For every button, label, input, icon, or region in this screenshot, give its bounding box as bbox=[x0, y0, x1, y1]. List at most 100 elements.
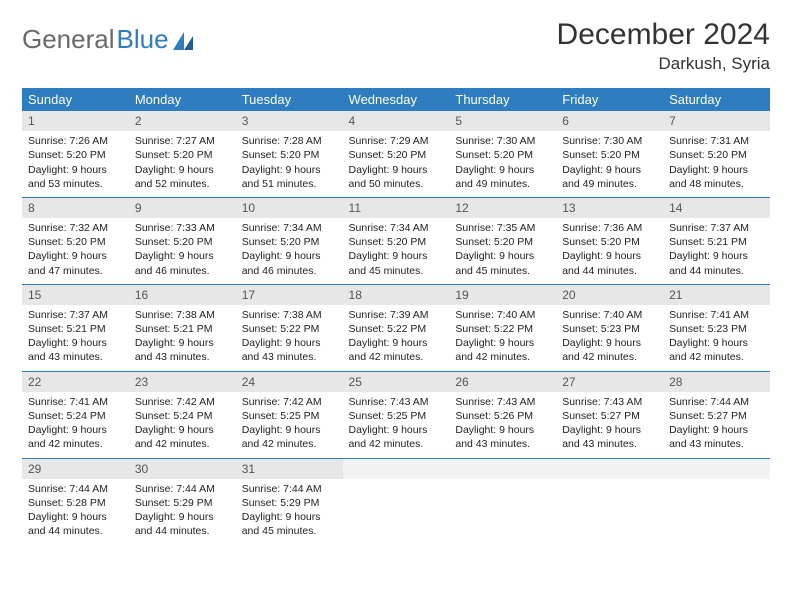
sunset-label: Sunset: bbox=[135, 410, 171, 422]
sunrise-label: Sunrise: bbox=[242, 396, 281, 408]
day-number: 18 bbox=[343, 285, 450, 305]
daylight-line: Daylight: 9 hours and 42 minutes. bbox=[349, 423, 444, 451]
sunset-line: Sunset: 5:27 PM bbox=[669, 409, 764, 423]
sunrise-label: Sunrise: bbox=[562, 309, 601, 321]
day-body: Sunrise: 7:34 AMSunset: 5:20 PMDaylight:… bbox=[343, 218, 450, 284]
calendar-cell: 9Sunrise: 7:33 AMSunset: 5:20 PMDaylight… bbox=[129, 197, 236, 284]
daylight-label: Daylight: bbox=[135, 511, 176, 523]
calendar-row: 29Sunrise: 7:44 AMSunset: 5:28 PMDayligh… bbox=[22, 458, 770, 544]
sunset-value: 5:28 PM bbox=[67, 497, 106, 509]
day-number: 5 bbox=[449, 111, 556, 131]
sunset-line: Sunset: 5:22 PM bbox=[349, 322, 444, 336]
sunset-label: Sunset: bbox=[28, 497, 64, 509]
daylight-label: Daylight: bbox=[242, 164, 283, 176]
sunrise-value: 7:41 AM bbox=[711, 309, 750, 321]
sunrise-line: Sunrise: 7:31 AM bbox=[669, 134, 764, 148]
day-number: 30 bbox=[129, 459, 236, 479]
sunset-value: 5:21 PM bbox=[173, 323, 212, 335]
sunrise-line: Sunrise: 7:34 AM bbox=[242, 221, 337, 235]
daylight-line: Daylight: 9 hours and 44 minutes. bbox=[28, 510, 123, 538]
sunset-label: Sunset: bbox=[562, 410, 598, 422]
sunset-label: Sunset: bbox=[242, 410, 278, 422]
sunset-label: Sunset: bbox=[455, 236, 491, 248]
day-body: Sunrise: 7:38 AMSunset: 5:21 PMDaylight:… bbox=[129, 305, 236, 371]
location-label: Darkush, Syria bbox=[557, 54, 770, 74]
day-body: Sunrise: 7:40 AMSunset: 5:22 PMDaylight:… bbox=[449, 305, 556, 371]
sunrise-value: 7:29 AM bbox=[390, 135, 429, 147]
day-body-empty bbox=[343, 479, 450, 529]
sunrise-value: 7:43 AM bbox=[604, 396, 643, 408]
day-number: 26 bbox=[449, 372, 556, 392]
sunset-value: 5:23 PM bbox=[601, 323, 640, 335]
calendar-cell: 24Sunrise: 7:42 AMSunset: 5:25 PMDayligh… bbox=[236, 371, 343, 458]
sunrise-line: Sunrise: 7:43 AM bbox=[349, 395, 444, 409]
sunrise-value: 7:40 AM bbox=[497, 309, 536, 321]
daylight-line: Daylight: 9 hours and 42 minutes. bbox=[28, 423, 123, 451]
day-body: Sunrise: 7:31 AMSunset: 5:20 PMDaylight:… bbox=[663, 131, 770, 197]
day-number: 2 bbox=[129, 111, 236, 131]
daylight-line: Daylight: 9 hours and 43 minutes. bbox=[135, 336, 230, 364]
sunrise-line: Sunrise: 7:37 AM bbox=[28, 308, 123, 322]
sunset-value: 5:20 PM bbox=[280, 149, 319, 161]
sunrise-line: Sunrise: 7:30 AM bbox=[455, 134, 550, 148]
sunrise-value: 7:36 AM bbox=[604, 222, 643, 234]
daylight-line: Daylight: 9 hours and 42 minutes. bbox=[349, 336, 444, 364]
day-body-empty bbox=[449, 479, 556, 529]
sunset-line: Sunset: 5:29 PM bbox=[135, 496, 230, 510]
daylight-label: Daylight: bbox=[28, 424, 69, 436]
sunset-value: 5:20 PM bbox=[494, 149, 533, 161]
calendar-cell: 29Sunrise: 7:44 AMSunset: 5:28 PMDayligh… bbox=[22, 458, 129, 544]
sunrise-line: Sunrise: 7:42 AM bbox=[242, 395, 337, 409]
daylight-line: Daylight: 9 hours and 43 minutes. bbox=[455, 423, 550, 451]
sunset-line: Sunset: 5:22 PM bbox=[242, 322, 337, 336]
sunset-value: 5:23 PM bbox=[708, 323, 747, 335]
day-body: Sunrise: 7:41 AMSunset: 5:23 PMDaylight:… bbox=[663, 305, 770, 371]
sunrise-value: 7:28 AM bbox=[283, 135, 322, 147]
sunrise-value: 7:34 AM bbox=[283, 222, 322, 234]
daylight-line: Daylight: 9 hours and 46 minutes. bbox=[242, 249, 337, 277]
sunrise-value: 7:30 AM bbox=[604, 135, 643, 147]
sunrise-line: Sunrise: 7:41 AM bbox=[669, 308, 764, 322]
sunset-value: 5:24 PM bbox=[67, 410, 106, 422]
calendar-cell: 10Sunrise: 7:34 AMSunset: 5:20 PMDayligh… bbox=[236, 197, 343, 284]
sunset-label: Sunset: bbox=[242, 323, 278, 335]
sunrise-label: Sunrise: bbox=[28, 309, 67, 321]
calendar-cell: 7Sunrise: 7:31 AMSunset: 5:20 PMDaylight… bbox=[663, 111, 770, 197]
day-number: 6 bbox=[556, 111, 663, 131]
day-body: Sunrise: 7:30 AMSunset: 5:20 PMDaylight:… bbox=[449, 131, 556, 197]
calendar-cell: 28Sunrise: 7:44 AMSunset: 5:27 PMDayligh… bbox=[663, 371, 770, 458]
weekday-header: Saturday bbox=[663, 88, 770, 111]
sunrise-label: Sunrise: bbox=[562, 222, 601, 234]
sunrise-line: Sunrise: 7:44 AM bbox=[242, 482, 337, 496]
day-number: 24 bbox=[236, 372, 343, 392]
calendar-row: 22Sunrise: 7:41 AMSunset: 5:24 PMDayligh… bbox=[22, 371, 770, 458]
sunset-label: Sunset: bbox=[562, 236, 598, 248]
sunrise-label: Sunrise: bbox=[669, 309, 708, 321]
sunset-value: 5:22 PM bbox=[494, 323, 533, 335]
calendar-cell bbox=[663, 458, 770, 544]
daylight-line: Daylight: 9 hours and 42 minutes. bbox=[562, 336, 657, 364]
sunset-label: Sunset: bbox=[28, 149, 64, 161]
sunset-value: 5:20 PM bbox=[173, 236, 212, 248]
day-number: 31 bbox=[236, 459, 343, 479]
day-body: Sunrise: 7:44 AMSunset: 5:29 PMDaylight:… bbox=[236, 479, 343, 545]
sunset-line: Sunset: 5:20 PM bbox=[28, 235, 123, 249]
sunrise-value: 7:43 AM bbox=[497, 396, 536, 408]
daylight-label: Daylight: bbox=[562, 424, 603, 436]
sunrise-line: Sunrise: 7:40 AM bbox=[455, 308, 550, 322]
day-body: Sunrise: 7:34 AMSunset: 5:20 PMDaylight:… bbox=[236, 218, 343, 284]
sunset-value: 5:27 PM bbox=[708, 410, 747, 422]
sunrise-value: 7:44 AM bbox=[283, 483, 322, 495]
sunrise-line: Sunrise: 7:39 AM bbox=[349, 308, 444, 322]
sunset-line: Sunset: 5:20 PM bbox=[562, 235, 657, 249]
sunset-line: Sunset: 5:20 PM bbox=[455, 235, 550, 249]
daylight-label: Daylight: bbox=[242, 250, 283, 262]
day-body: Sunrise: 7:41 AMSunset: 5:24 PMDaylight:… bbox=[22, 392, 129, 458]
sunrise-line: Sunrise: 7:37 AM bbox=[669, 221, 764, 235]
sunset-label: Sunset: bbox=[242, 497, 278, 509]
sunset-line: Sunset: 5:20 PM bbox=[135, 148, 230, 162]
sunrise-value: 7:42 AM bbox=[176, 396, 215, 408]
daylight-label: Daylight: bbox=[669, 250, 710, 262]
sunset-line: Sunset: 5:20 PM bbox=[28, 148, 123, 162]
brand-part1: General bbox=[22, 24, 115, 55]
